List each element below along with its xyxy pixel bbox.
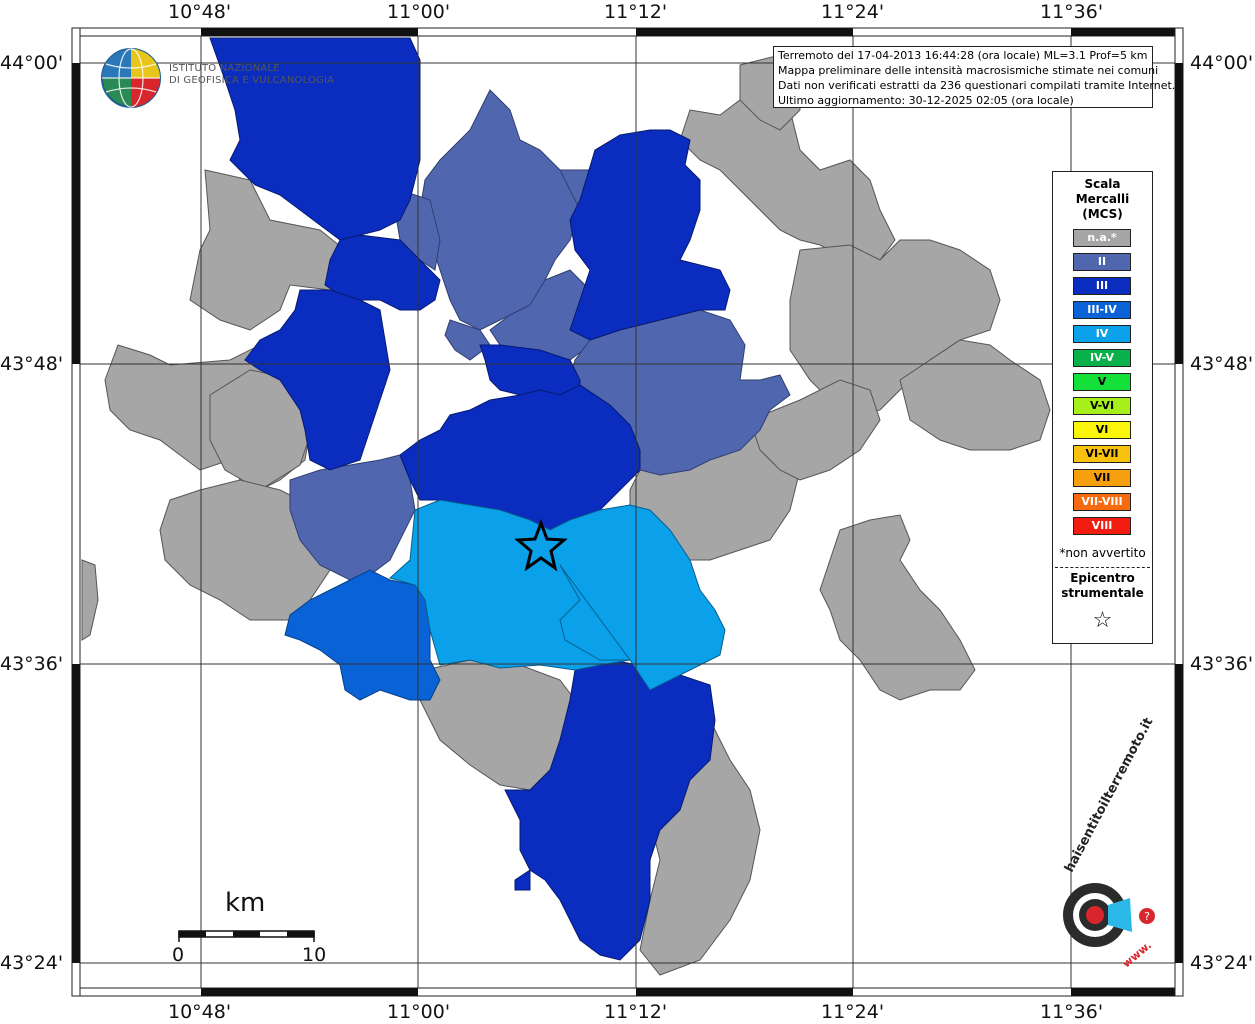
intensity-legend: Scala Mercalli (MCS) n.a.* II III III-IV IV I… — [1052, 171, 1153, 644]
municipalities-iv — [388, 499, 726, 691]
event-info-line: Ultimo aggiornamento: 30-12-2025 02:05 (… — [778, 94, 1074, 107]
legend-item: n.a.* — [1073, 229, 1131, 247]
legend-epicenter-label: Epicentro strumentale — [1053, 571, 1152, 601]
frame-ticks — [71, 27, 1184, 997]
lon-label-top: 11°24' — [821, 1, 885, 23]
legend-epicenter-line: Epicentro — [1070, 571, 1135, 585]
legend-item: VI-VII — [1073, 445, 1131, 463]
municipalities-iii — [209, 37, 731, 961]
event-info-line: Mappa preliminare delle intensità macros… — [778, 64, 1159, 77]
lat-label-right: 44°00' — [1190, 52, 1254, 74]
ingv-logo-line: DI GEOFISICA E VULCANOLOGIA — [169, 75, 335, 86]
lon-label-bottom: 10°48' — [168, 1001, 232, 1023]
lat-label-left: 43°36' — [0, 653, 64, 675]
epicenter-star-icon[interactable] — [514, 518, 568, 572]
event-info-box: Terremoto del 17-04-2013 16:44:28 (ora l… — [773, 46, 1176, 108]
ingv-logo-text: ISTITUTO NAZIONALE DI GEOFISICA E VULCAN… — [169, 63, 334, 87]
lat-label-left: 43°24' — [0, 952, 64, 974]
legend-star-icon: ☆ — [1092, 608, 1113, 633]
lon-label-top: 10°48' — [168, 1, 232, 23]
ingv-logo-line: ISTITUTO NAZIONALE — [169, 63, 280, 74]
legend-item: III — [1073, 277, 1131, 295]
svg-text:?: ? — [1144, 910, 1150, 923]
legend-item: IV-V — [1073, 349, 1131, 367]
legend-note: *non avvertito — [1059, 546, 1146, 560]
lat-label-right: 43°48' — [1190, 353, 1254, 375]
legend-item: II — [1073, 253, 1131, 271]
scale-bar — [178, 930, 315, 942]
legend-title-line: Mercalli — [1075, 192, 1130, 206]
lon-label-bottom: 11°12' — [604, 1001, 668, 1023]
lon-label-top: 11°00' — [387, 1, 451, 23]
legend-item: III-IV — [1073, 301, 1131, 319]
lon-label-top: 11°12' — [604, 1, 668, 23]
municipalities-iii-iv — [284, 569, 441, 701]
legend-item: V — [1073, 373, 1131, 391]
lat-label-left: 44°00' — [0, 52, 64, 74]
event-info-line: Terremoto del 17-04-2013 16:44:28 (ora l… — [778, 49, 1148, 62]
legend-item: IV — [1073, 325, 1131, 343]
lat-label-left: 43°48' — [0, 353, 64, 375]
lat-label-right: 43°36' — [1190, 653, 1254, 675]
lon-label-bottom: 11°00' — [387, 1001, 451, 1023]
lat-label-right: 43°24' — [1190, 952, 1254, 974]
lon-label-top: 11°36' — [1040, 1, 1104, 23]
event-info-line: Dati non verificati estratti da 236 ques… — [778, 79, 1176, 92]
scale-unit-label: km — [225, 888, 266, 918]
legend-item: V-VI — [1073, 397, 1131, 415]
lon-label-bottom: 11°36' — [1040, 1001, 1104, 1023]
scale-max-label: 10 — [302, 944, 327, 966]
legend-divider — [1055, 567, 1150, 568]
legend-title-line: Scala — [1084, 177, 1121, 191]
legend-epicenter-line: strumentale — [1061, 586, 1144, 600]
lon-label-bottom: 11°24' — [821, 1001, 885, 1023]
scale-min-label: 0 — [172, 944, 185, 966]
legend-item: VIII — [1073, 517, 1131, 535]
municipalities-na — [81, 54, 1051, 976]
ingv-logo-icon — [101, 48, 161, 108]
legend-item: VII — [1073, 469, 1131, 487]
legend-item: VII-VIII — [1073, 493, 1131, 511]
legend-title-line: (MCS) — [1082, 207, 1123, 221]
legend-title: Scala Mercalli (MCS) — [1053, 177, 1152, 222]
legend-item: VI — [1073, 421, 1131, 439]
haisentito-logo-icon[interactable]: ? — [1063, 883, 1155, 947]
